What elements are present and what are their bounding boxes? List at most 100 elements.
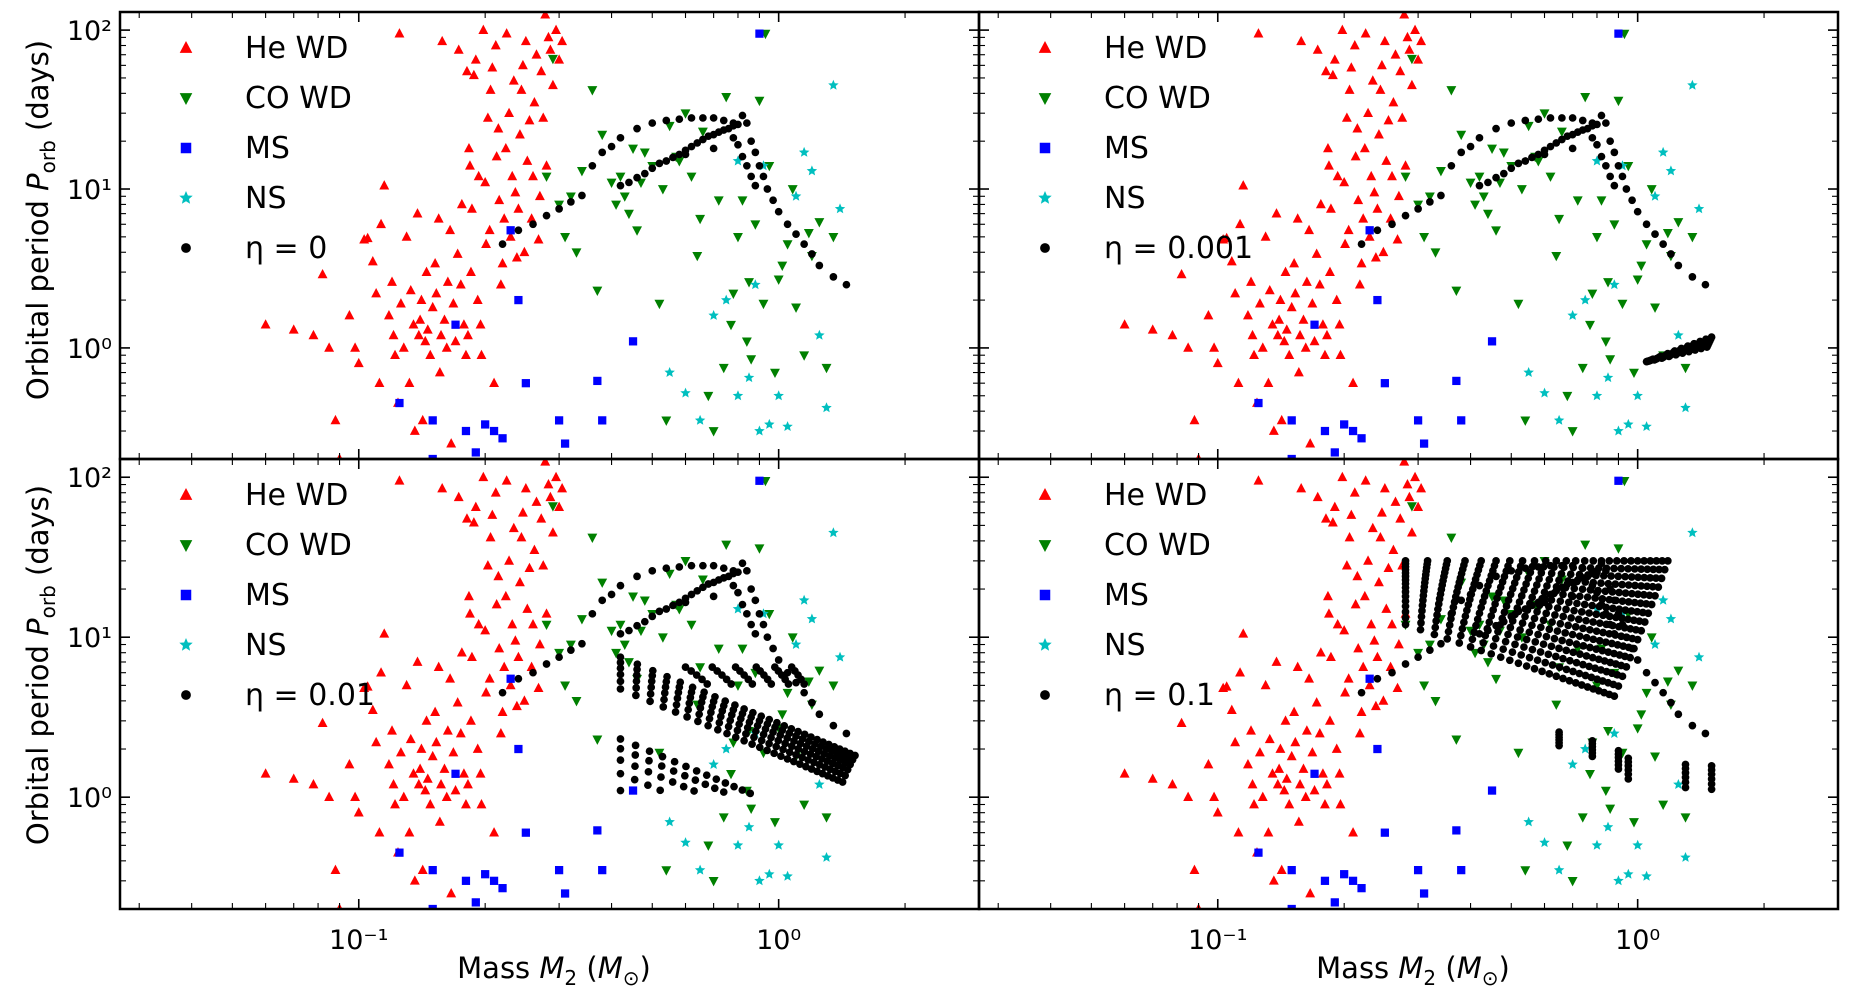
he-wd-point [1385,661,1396,671]
he-wd-point [1343,224,1354,235]
he-wd-point [1275,743,1286,753]
he-wd-point [476,799,487,809]
model-point [1437,191,1445,200]
co-wd-point [615,172,626,182]
he-wd-point [499,661,510,671]
model-point [698,675,706,684]
he-wd-point [475,319,486,329]
model-point [709,561,718,570]
model-point [1657,574,1666,583]
he-wd-point [1280,715,1291,725]
he-wd-point [517,59,528,70]
he-wd-point [1390,49,1401,59]
ms-point [1365,226,1374,235]
y-tick-label: 10⁰ [67,783,112,814]
ns-point [1523,367,1534,377]
model-point [1586,643,1594,652]
he-wd-point [1360,475,1371,485]
ms-point [395,848,404,857]
model-point [661,683,670,691]
he-wd-point [387,725,397,735]
model-point [715,718,724,727]
co-wd-point [814,666,825,676]
he-wd-point [371,288,382,298]
he-wd-point [1280,266,1291,276]
model-point [1481,631,1490,640]
he-wd-point [491,599,502,609]
model-point [699,114,707,122]
model-point [662,157,671,165]
legend-label: CO WD [1104,528,1211,563]
model-point [1526,568,1535,577]
ms-point [1365,674,1374,683]
co-wd-point [726,320,736,331]
panel-1-points [260,12,851,459]
legend-marker [1038,488,1052,500]
model-point [843,765,852,774]
panel-3: 10⁰ 10¹ 10² 10⁻¹ 10⁰ He WD CO WD MS NS η = 0.01 [67,457,981,956]
he-wd-point [505,679,516,690]
model-point [1611,580,1620,588]
model-point [1521,116,1530,125]
model-point [765,739,773,748]
model-point [806,750,815,758]
model-point [1568,144,1577,153]
co-wd-point [565,192,576,202]
model-point [1589,578,1598,587]
he-wd-point [1212,807,1223,817]
he-wd-point [526,213,537,223]
model-point [1484,178,1492,187]
model-point [1624,754,1633,763]
co-wd-point [799,351,810,361]
model-point [687,114,696,122]
co-wd-point [744,278,754,288]
he-wd-point [531,496,542,506]
model-point [769,196,777,205]
ms-point [598,865,607,875]
co-wd-point [692,251,703,262]
he-wd-point [1381,603,1392,613]
he-wd-point [442,725,453,735]
ns-point [1673,329,1684,340]
model-point [1539,640,1548,649]
model-point [1504,630,1512,639]
he-wd-point [466,651,477,662]
he-wd-point [1317,768,1328,778]
he-wd-point [1230,288,1241,298]
model-point [1455,639,1464,647]
ns-point [821,402,832,413]
he-wd-point [1279,335,1290,346]
model-point [1528,621,1536,630]
he-wd-point [1350,599,1361,609]
panel-4-legend: He WD CO WD MS NS η = 0.1 [1038,478,1215,713]
model-point [1568,114,1577,122]
he-wd-point [465,608,475,618]
ns-point [773,839,784,850]
model-point [1573,599,1581,608]
model-point [1489,606,1498,614]
he-wd-point [1385,213,1396,223]
he-wd-point [526,661,537,671]
model-point [1564,621,1573,630]
model-point [1456,631,1465,640]
he-wd-point [463,779,473,789]
model-point [640,169,649,178]
panel-2: He WD CO WD MS NS η = 0.001 [977,10,1840,461]
he-wd-point [538,560,549,570]
y-tick-label: 10⁰ [67,334,112,365]
legend-marker [1040,690,1050,700]
he-wd-point [398,342,409,352]
he-wd-point [1312,44,1323,54]
co-wd-point [1491,226,1502,236]
ms-point [1287,865,1296,875]
co-wd-point [1435,167,1446,177]
he-wd-point [533,682,544,693]
model-point [648,566,657,575]
model-point [1578,563,1587,572]
he-wd-point [1289,706,1300,717]
model-point [1515,598,1524,606]
ms-point [498,884,507,893]
he-wd-point [510,635,521,645]
ns-point [1553,864,1565,875]
model-point [1473,615,1482,624]
